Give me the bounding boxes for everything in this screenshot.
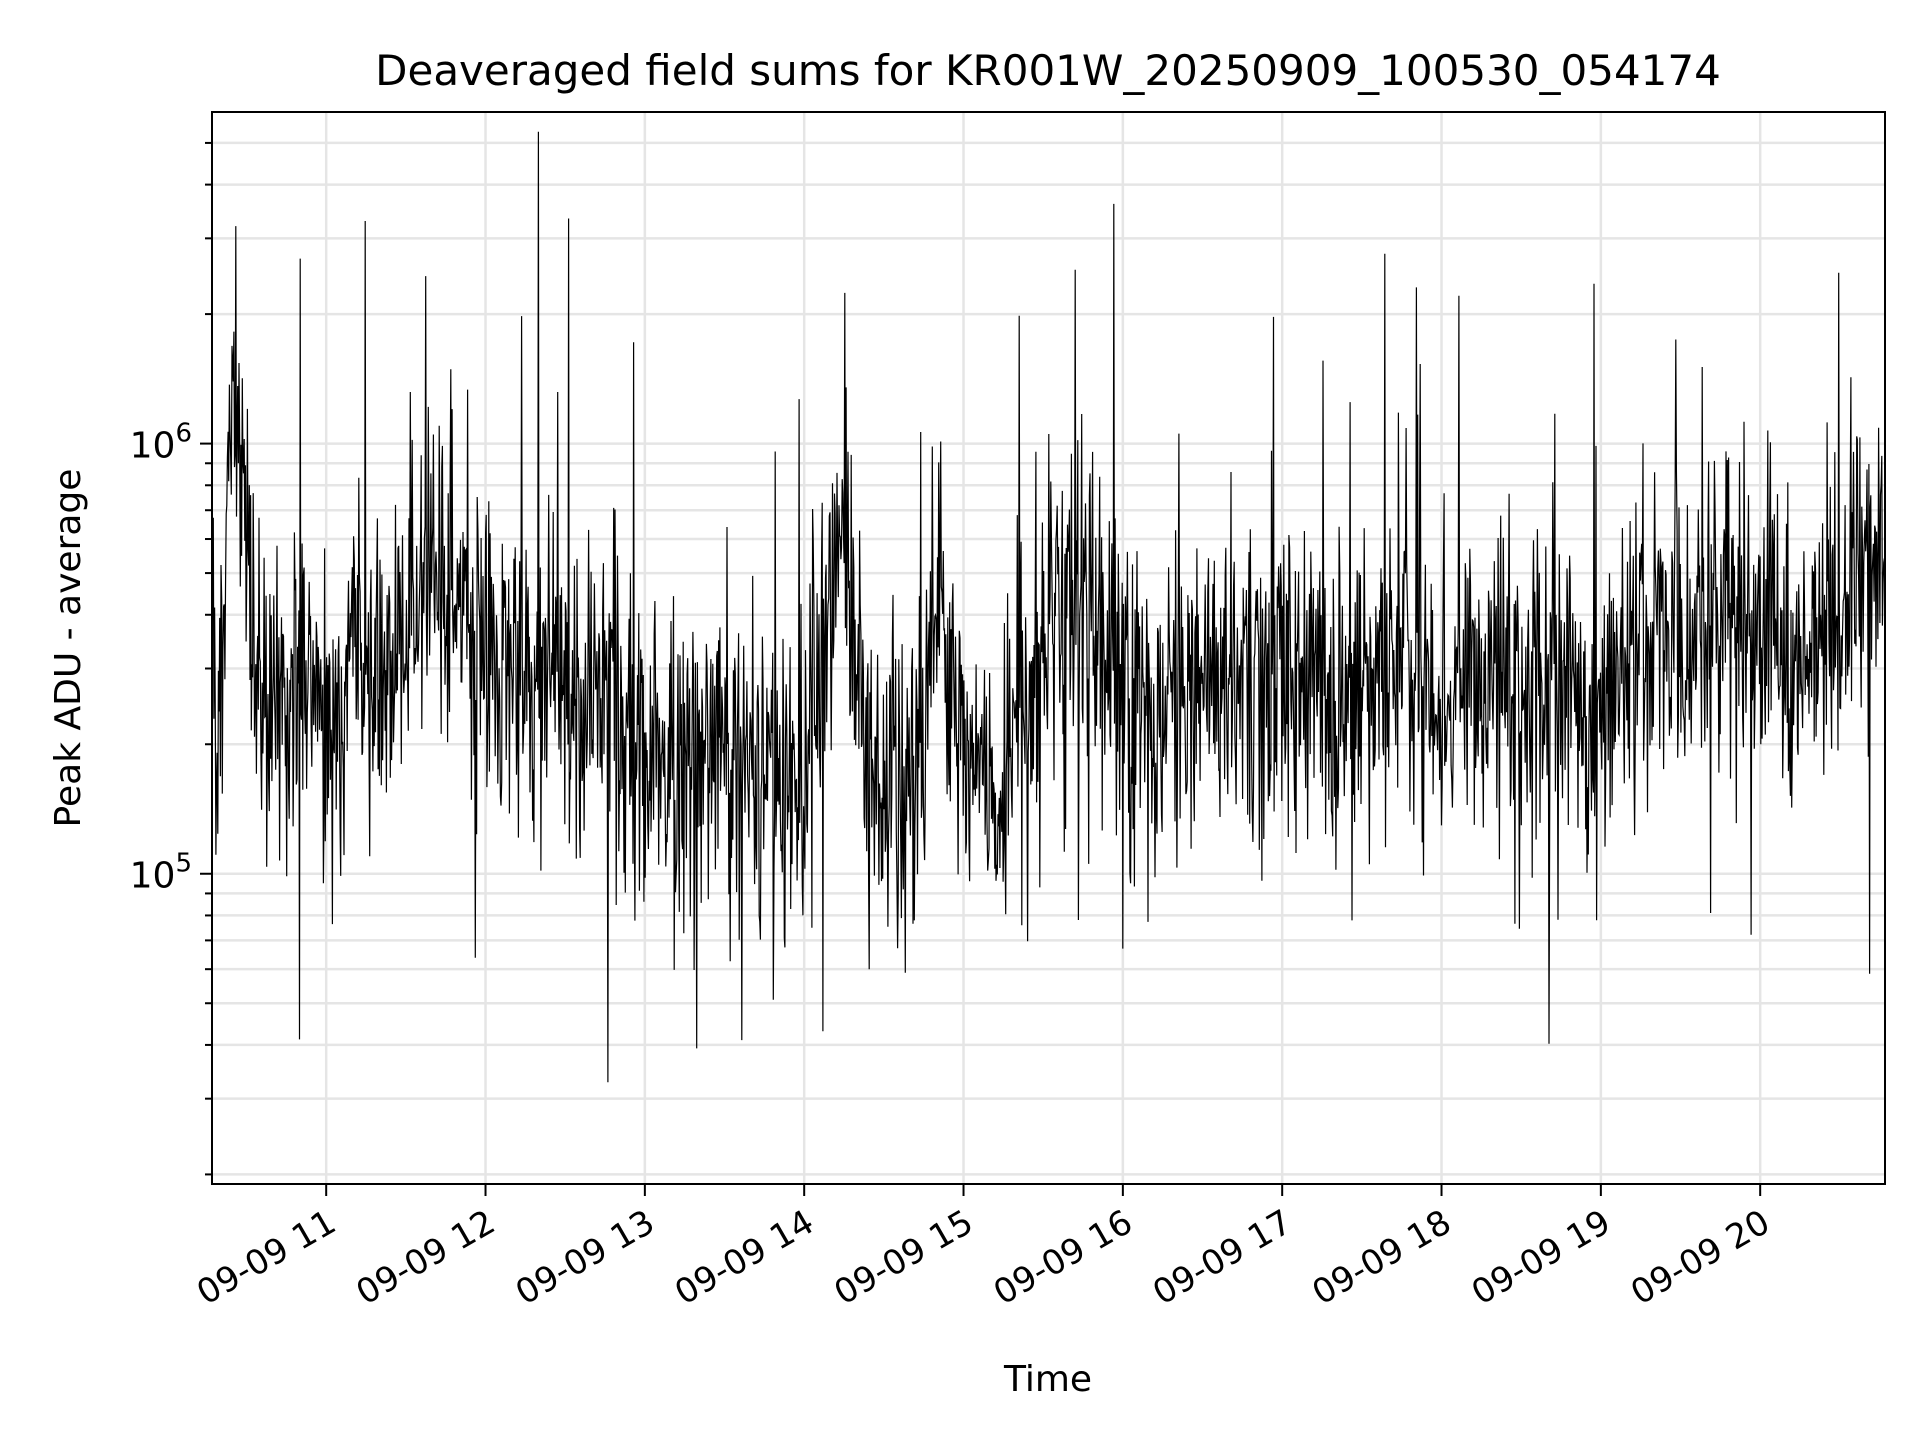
series-line [211,131,1886,1083]
x-tick-label: 09-09 13 [509,1202,661,1313]
x-tick-label: 09-09 15 [828,1202,980,1313]
y-tick-label: 106 [130,419,192,467]
x-tick-label: 09-09 14 [668,1202,820,1313]
plot-frame [211,111,1886,1185]
x-tick-label: 09-09 19 [1465,1202,1617,1313]
series-layer [211,131,1886,1083]
x-tick-label: 09-09 17 [1146,1202,1298,1313]
x-tick-label: 09-09 16 [987,1202,1139,1313]
x-tick-label: 09-09 12 [350,1202,502,1313]
x-tick-label: 09-09 18 [1306,1202,1458,1313]
chart-title: Deaveraged field sums for KR001W_2025090… [375,46,1721,95]
x-tick-label: 09-09 20 [1624,1202,1776,1313]
x-tick-label: 09-09 11 [190,1202,342,1313]
y-tick-label: 105 [130,849,192,897]
y-tick-exponent: 5 [175,849,192,879]
y-tick-exponent: 6 [175,419,192,449]
x-axis-label: Time [1003,1359,1092,1400]
y-axis-label: Peak ADU - average [48,469,89,828]
